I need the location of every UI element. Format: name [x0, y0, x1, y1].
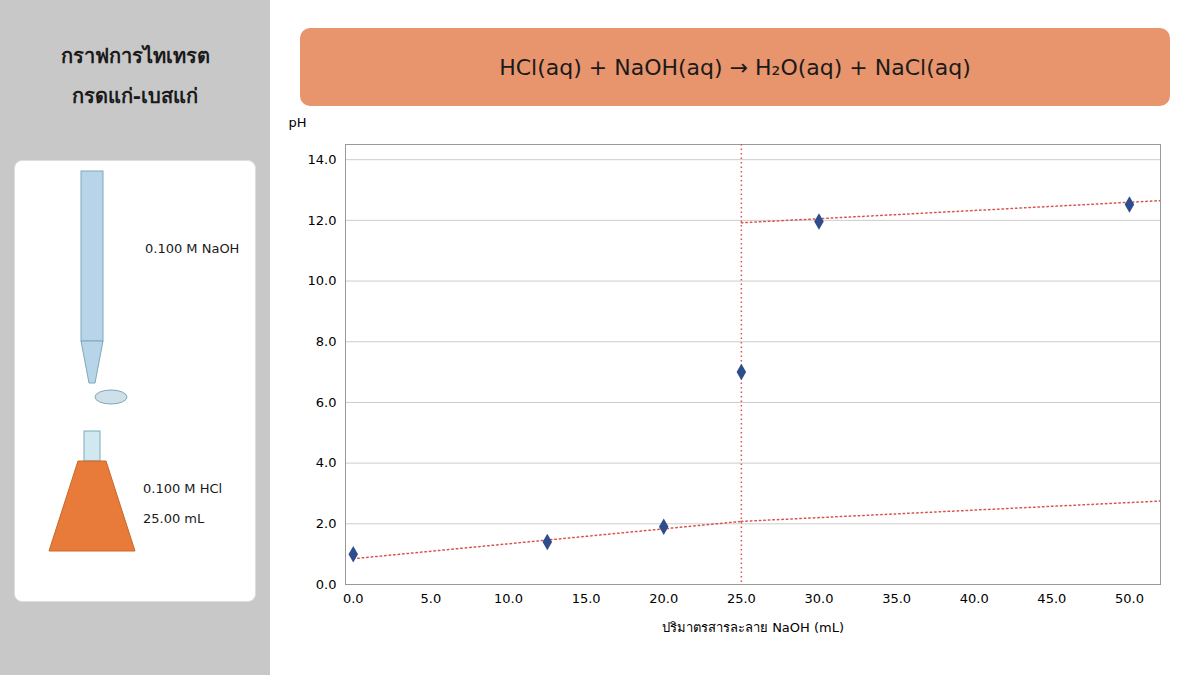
svg-text:35.0: 35.0 — [882, 591, 911, 606]
svg-text:10.0: 10.0 — [308, 273, 337, 288]
html-text:HCl(aq) + NaOH(aq) → H₂O(aq) +: HCl(aq) + NaOH(aq) → H₂O(aq) + NaCl(aq) — [499, 54, 971, 80]
svg-text:15.0: 15.0 — [572, 591, 601, 606]
svg-text:6.0: 6.0 — [316, 395, 337, 410]
html-text:25.00 mL: 25.00 mL — [143, 511, 205, 526]
svg-text:8.0: 8.0 — [316, 334, 337, 349]
svg-text:2.0: 2.0 — [316, 516, 337, 531]
svg-text:25.0: 25.0 — [727, 591, 756, 606]
svg-text:4.0: 4.0 — [316, 455, 337, 470]
svg-text:pH: pH — [289, 115, 307, 130]
svg-text:0.0: 0.0 — [343, 591, 364, 606]
svg-text:40.0: 40.0 — [960, 591, 989, 606]
html-text:กรดแก่-เบสแก่: กรดแก่-เบสแก่ — [71, 84, 199, 108]
svg-text:20.0: 20.0 — [649, 591, 678, 606]
svg-text:30.0: 30.0 — [804, 591, 833, 606]
svg-text:ปริมาตรสารละลาย NaOH (mL): ปริมาตรสารละลาย NaOH (mL) — [662, 620, 844, 635]
svg-text:12.0: 12.0 — [308, 213, 337, 228]
html-text:0.100 M NaOH: 0.100 M NaOH — [145, 241, 240, 256]
svg-text:14.0: 14.0 — [308, 152, 337, 167]
svg-text:45.0: 45.0 — [1037, 591, 1066, 606]
svg-text:0.0: 0.0 — [316, 577, 337, 592]
svg-text:5.0: 5.0 — [421, 591, 442, 606]
svg-text:50.0: 50.0 — [1115, 591, 1144, 606]
svg-text:10.0: 10.0 — [494, 591, 523, 606]
html-text:กราฟการไทเทรต: กราฟการไทเทรต — [60, 44, 210, 68]
html-text:0.100 M HCl: 0.100 M HCl — [143, 481, 223, 496]
